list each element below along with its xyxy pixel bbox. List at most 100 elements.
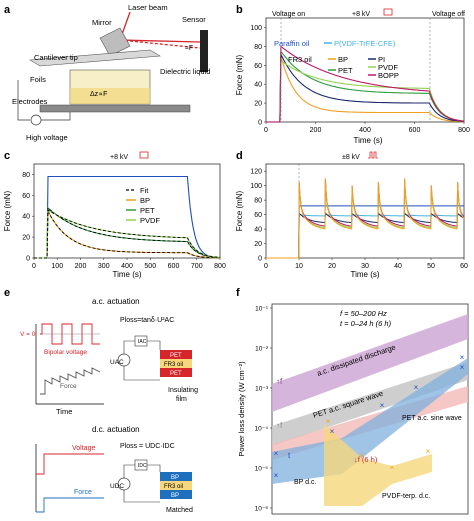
point-marker: × (460, 363, 465, 372)
y-tick-label: 120 (250, 169, 262, 176)
panel-a-diagram: a Laser beam Mirror Sensor ≈F Cantilever… (4, 3, 210, 142)
voltage-on-text: Voltage on (272, 11, 305, 18)
panel-c-label: c (4, 150, 10, 162)
panel-d-label: d (236, 150, 243, 162)
y-tick-label: 20 (254, 101, 262, 108)
y-tick-label: 0 (26, 256, 30, 263)
x-tick-label: 100 (51, 263, 63, 270)
x-tick-label: 0 (264, 127, 268, 134)
legend-pvdf-trfe: P(VDF-TrFE-CFE) (334, 39, 396, 48)
high-voltage-label: High voltage (26, 133, 68, 142)
mirror-label: Mirror (92, 18, 112, 27)
ploss-ac-text: Ploss=tanδ·U²AC (120, 317, 174, 324)
dielectric-liquid-label: Dielectric liquid (160, 67, 210, 76)
y-tick-label: 10⁻¹ (255, 306, 269, 313)
panel-c-chart: c 0 20 40 60 80 0 100 200 300 400 500 600 700 800 +8… (3, 150, 226, 279)
y-tick-label: 60 (254, 63, 262, 70)
panel-b-series (266, 45, 465, 123)
fit-line-2 (34, 209, 221, 259)
film-label: film (176, 396, 187, 403)
ploss-dc-text: Ploss = UDC·IDC (120, 443, 175, 450)
panel-b-ylabel: Force (mN) (235, 54, 244, 95)
series-line-PVDF (266, 59, 465, 123)
panel-b-x-ticks: 0 200 400 600 800 (264, 122, 470, 134)
x-tick-label: 400 (359, 127, 371, 134)
series-line-5 (266, 178, 465, 259)
panel-f-label: f (236, 287, 240, 299)
panel-c-plot-frame (33, 163, 221, 259)
y-tick-label: 0 (258, 256, 262, 263)
panel-f-points: ××××××××××× (274, 353, 465, 480)
bipolar-label: Bipolar voltage (44, 349, 87, 356)
voltage-label-dc: Voltage (72, 445, 95, 452)
fr3-ac: FR3 oil (164, 362, 183, 368)
y-tick-label: 10⁻⁶ (255, 506, 269, 513)
dc-title: d.c. actuation (92, 425, 140, 434)
arrow-f-3: ↓f (6 h) (354, 455, 378, 464)
series-line-0 (266, 205, 464, 259)
series-line-BP (266, 55, 464, 123)
udc-label: UDC (110, 483, 124, 490)
time-label: Time (56, 407, 72, 416)
band-yellow (324, 424, 432, 506)
label-bp-dc: BP d.c. (294, 479, 316, 486)
pet-bottom: PET (170, 371, 182, 377)
panel-e-diagram: e a.c. actuation V = 0 Bipolar voltage F… (4, 287, 198, 514)
y-tick-label: 60 (254, 212, 262, 219)
series-line-BOPP (266, 45, 465, 123)
y-tick-label: 80 (254, 198, 262, 205)
x-tick-label: 40 (394, 263, 402, 270)
y-tick-label: 20 (254, 241, 262, 248)
amplitude-text: +8 kV (352, 11, 370, 18)
panel-e: e a.c. actuation V = 0 Bipolar voltage F… (0, 284, 232, 516)
matched-label: Matched (166, 507, 193, 514)
point-marker: × (274, 471, 279, 480)
x-tick-label: 700 (191, 263, 203, 270)
panel-d-xlabel: Time (s) (350, 270, 379, 279)
x-tick-label: 500 (144, 263, 156, 270)
band-ac-dissipated (272, 314, 468, 412)
panel-d-annotation: ±8 kV (342, 154, 360, 161)
x-tick-label: 30 (361, 263, 369, 270)
arrow-t: t (288, 451, 291, 460)
bp-top: BP (171, 475, 179, 481)
ac-title: a.c. actuation (92, 297, 140, 306)
series-line-4 (266, 179, 465, 259)
electrodes-label: Electrodes (12, 97, 48, 106)
x-tick-label: 0 (32, 263, 36, 270)
force-label-ac: Force (60, 383, 77, 390)
point-marker: × (390, 463, 395, 472)
panel-c: c 0 20 40 60 80 0 100 200 300 400 500 600 700 800 +8… (0, 148, 232, 280)
x-tick-label: 600 (409, 127, 421, 134)
panel-b: b 0 20 40 60 80 100 0 200 400 600 800 Voltage on … (232, 0, 474, 148)
panel-d-y-ticks: 0 20 40 60 80 100 120 (250, 169, 266, 263)
y-tick-label: 0 (258, 120, 262, 127)
x-tick-label: 60 (460, 263, 468, 270)
point-marker: × (326, 417, 331, 426)
point-marker: × (380, 401, 385, 410)
x-tick-label: 20 (328, 263, 336, 270)
band-blue (272, 358, 468, 484)
legend-fit: Fit (140, 186, 149, 195)
sensor-label: Sensor (182, 15, 206, 24)
series-line-3 (266, 178, 465, 259)
legend-pvdf: PVDF (378, 63, 398, 72)
uac-label: UAC (110, 359, 124, 366)
y-tick-label: 10⁻⁴ (255, 426, 269, 433)
point-marker: × (274, 449, 279, 458)
panel-c-x-ticks: 0 100 200 300 400 500 600 700 800 (32, 258, 226, 270)
y-tick-label: 10⁻³ (255, 386, 269, 393)
y-tick-label: 40 (22, 214, 30, 221)
panel-b-y-ticks: 0 20 40 60 80 100 (250, 25, 266, 127)
panel-c-xlabel: Time (s) (112, 270, 141, 279)
delta-z-label: Δz∝F (90, 91, 107, 98)
point-marker: × (360, 451, 365, 460)
legend-paraffin: Paraffin oil (274, 39, 310, 48)
legend-pvdf-c: PVDF (140, 216, 160, 225)
y-tick-label: 20 (22, 235, 30, 242)
series-line-PI (266, 53, 464, 123)
pet-top: PET (170, 353, 182, 359)
x-tick-label: 400 (121, 263, 133, 270)
panel-d-chart: d 0 20 40 60 80 100 120 0 10 20 30 40 50 60 ±8 kV Ti… (235, 150, 468, 279)
